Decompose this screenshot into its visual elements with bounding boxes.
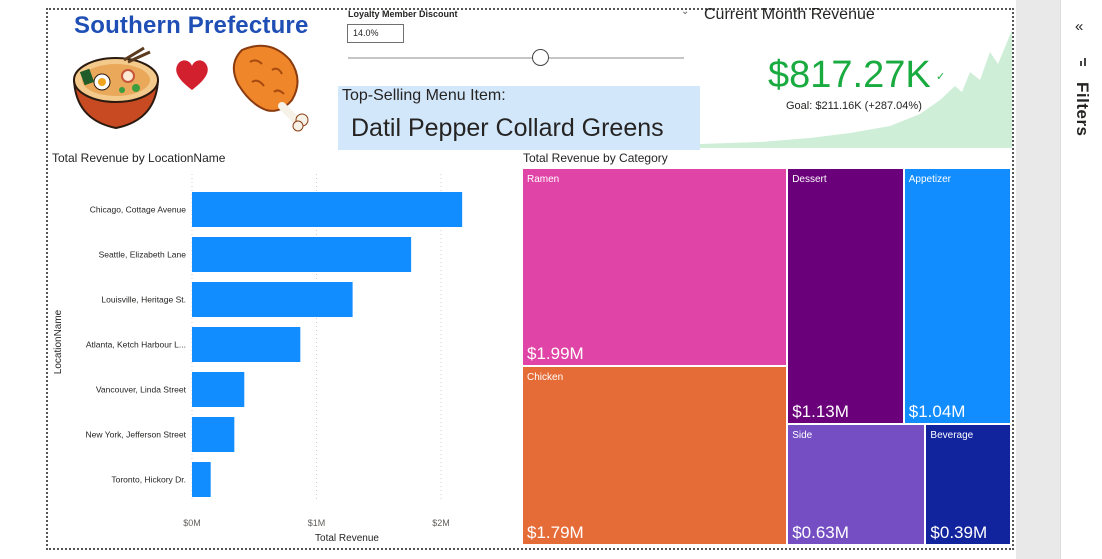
bar[interactable]	[192, 237, 412, 272]
treemap-tile-appetizer[interactable]: Appetizer $1.04M	[903, 168, 1011, 425]
treemap-tile-label: Beverage	[930, 430, 974, 442]
treemap-tile-dessert[interactable]: Dessert $1.13M	[787, 168, 904, 425]
y-tick-label: Chicago, Cottage Avenue	[90, 205, 187, 215]
discount-value-input[interactable]: 14.0%	[347, 24, 404, 43]
treemap-tile-side[interactable]: Side $0.63M	[787, 424, 926, 545]
treemap-tile-label: Chicken	[527, 372, 564, 384]
treemap-tile-value: $1.13M	[792, 402, 849, 422]
treemap-title: Total Revenue by Category	[523, 151, 668, 165]
x-tick-label: $2M	[432, 518, 450, 528]
bar[interactable]	[192, 462, 211, 497]
y-tick-label: Atlanta, Ketch Harbour L...	[86, 340, 186, 350]
treemap-tile-beverage[interactable]: Beverage $0.39M	[925, 424, 1011, 545]
discount-slicer-title: Loyalty Member Discount	[348, 9, 458, 19]
treemap-tile-value: $1.99M	[527, 344, 584, 364]
kpi-value: $817.27K	[768, 54, 931, 96]
treemap-tile-value: $1.04M	[908, 402, 966, 422]
y-tick-label: Vancouver, Linda Street	[96, 385, 187, 395]
discount-slider-handle[interactable]	[531, 49, 549, 66]
bar[interactable]	[192, 417, 235, 452]
slicer-expand-chevron-icon[interactable]: ⌄	[681, 6, 690, 17]
treemap-tile-chicken[interactable]: Chicken $1.79M	[522, 366, 788, 545]
top-selling-label: Top-Selling Menu Item:	[342, 87, 506, 104]
left-gutter	[0, 0, 46, 559]
discount-slider-track[interactable]	[348, 57, 684, 59]
kpi-title: Current Month Revenue	[704, 6, 875, 23]
revenue-by-location-chart: $0M $1M $2M Chicago, Cottage Avenue Seattle,…	[53, 174, 463, 544]
brand-title: Southern Prefecture	[74, 12, 309, 39]
collapse-filters-icon[interactable]: «	[1075, 18, 1084, 35]
treemap-tile-label: Appetizer	[908, 174, 951, 185]
bar[interactable]	[192, 282, 353, 317]
treemap-tile-value: $1.79M	[527, 522, 584, 542]
kpi-goal-text: Goal: $211.16K (+287.04%)	[786, 100, 922, 112]
x-tick-label: $1M	[308, 518, 326, 528]
canvas-scroll-rail	[1016, 0, 1060, 559]
kpi-goal-check-icon: ✓	[936, 71, 946, 83]
treemap-tile-ramen[interactable]: Ramen $1.99M	[522, 168, 788, 367]
top-selling-card: Top-Selling Menu Item: Datil Pepper Coll…	[338, 86, 700, 150]
treemap-tile-label: Dessert	[792, 174, 827, 185]
filters-pane	[1060, 0, 1102, 559]
bar[interactable]	[192, 372, 245, 407]
treemap-tile-label: Side	[792, 430, 813, 442]
y-axis-label: LocationName	[53, 309, 64, 374]
filters-pane-label[interactable]: Filters	[1073, 82, 1092, 137]
filter-funnel-icon[interactable]	[1076, 56, 1088, 68]
kpi-trend-area	[700, 30, 1012, 148]
ramen-bowl-icon	[72, 46, 160, 130]
bar-chart-title: Total Revenue by LocationName	[52, 151, 226, 165]
y-tick-label: Louisville, Heritage St.	[101, 295, 186, 305]
x-axis-label: Total Revenue	[315, 533, 379, 544]
treemap-tile-value: $0.63M	[792, 522, 849, 542]
treemap-tile-value: $0.39M	[930, 522, 988, 542]
y-tick-label: Toronto, Hickory Dr.	[111, 475, 186, 485]
treemap-tile-label: Ramen	[527, 174, 560, 185]
fried-chicken-icon	[232, 44, 309, 132]
heart-icon	[176, 60, 208, 90]
bar[interactable]	[192, 327, 301, 362]
bar[interactable]	[192, 192, 463, 227]
top-selling-value: Datil Pepper Collard Greens	[351, 114, 664, 142]
y-tick-label: New York, Jefferson Street	[86, 430, 187, 440]
y-tick-label: Seattle, Elizabeth Lane	[99, 250, 187, 260]
x-tick-label: $0M	[183, 518, 201, 528]
